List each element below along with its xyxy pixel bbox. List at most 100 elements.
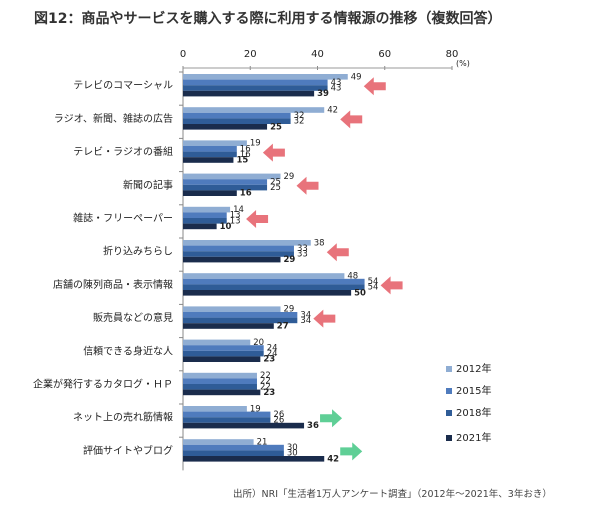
bar: [183, 372, 257, 379]
data-label: 30: [287, 449, 298, 459]
data-label: 50: [354, 288, 366, 298]
bar: [183, 118, 291, 124]
data-label: 19: [250, 139, 261, 149]
category-label: ネット上の売れ筋情報: [73, 411, 173, 424]
legend-label: 2021年: [456, 431, 491, 444]
bar: [183, 140, 247, 146]
legend-swatch: [446, 366, 452, 372]
data-label: 32: [294, 111, 305, 121]
decline-arrow: [340, 110, 363, 129]
x-tick-label: 80: [446, 49, 459, 60]
bar: [183, 107, 325, 113]
category-label: 販売員などの意見: [93, 311, 173, 324]
data-label: 14: [233, 205, 244, 215]
bar: [183, 223, 217, 230]
data-label: 16: [240, 144, 251, 154]
decline-arrow: [262, 143, 285, 162]
legend-label: 2018年: [456, 406, 491, 419]
data-label: 26: [273, 410, 284, 420]
data-label: 36: [307, 421, 319, 431]
category-label: 折り込みちらし: [103, 245, 173, 258]
axis-layer: 0 20 40 60 80(%): [179, 49, 470, 471]
x-tick-label: 60: [378, 49, 391, 60]
data-label: 33: [297, 250, 308, 260]
category-label: テレビ・ラジオの番組: [73, 145, 173, 158]
data-label: 25: [270, 178, 281, 188]
data-label: 34: [300, 316, 311, 326]
bar: [183, 240, 311, 246]
x-tick-label: 20: [244, 49, 257, 60]
data-label: 22: [260, 371, 271, 381]
data-label: 25: [270, 122, 282, 132]
increase-arrow: [340, 442, 363, 461]
data-label: 24: [267, 349, 278, 359]
data-label: 22: [260, 382, 271, 392]
source-note: 出所）NRI「生活者1万人アンケート調査」（2012年～2021年、3年おき）: [233, 489, 552, 500]
bar: [183, 112, 291, 119]
category-label: 新聞の記事: [123, 178, 173, 191]
increase-arrow: [320, 409, 343, 428]
bar: [183, 284, 365, 290]
data-label: 25: [270, 183, 281, 193]
bar: [183, 173, 281, 180]
bar: [183, 317, 298, 324]
data-label: 23: [263, 355, 275, 365]
bar: [183, 411, 271, 418]
category-label: 評価サイトやブログ: [83, 444, 173, 457]
trend-arrows-layer: [246, 77, 403, 461]
bar: [183, 450, 284, 456]
data-label: 42: [327, 106, 338, 116]
legend-swatch: [446, 435, 452, 441]
bar: [183, 350, 264, 357]
x-tick-label: 40: [311, 49, 324, 60]
bar: [183, 378, 257, 384]
bar: [183, 356, 261, 362]
legend-swatch: [446, 410, 452, 416]
bar: [183, 306, 281, 312]
category-label: 企業が発行するカタログ・ＨＰ: [33, 378, 173, 391]
data-label: 49: [351, 72, 362, 82]
bar: [183, 146, 237, 152]
data-label: 23: [263, 388, 275, 398]
bar: [183, 74, 348, 80]
bar: [183, 90, 315, 97]
bar: [183, 290, 352, 296]
data-label: 42: [327, 454, 339, 464]
bar: [183, 206, 231, 213]
data-label: 29: [284, 172, 295, 182]
bar: [183, 151, 237, 158]
bar: [183, 439, 254, 445]
decline-arrow: [380, 276, 403, 295]
data-label: 32: [294, 117, 305, 127]
bar: [183, 256, 281, 263]
bar: [183, 85, 328, 91]
decline-arrow: [246, 210, 269, 228]
data-label: 29: [284, 255, 296, 265]
bar: [183, 312, 298, 318]
bar: [183, 190, 237, 196]
bar: [183, 384, 257, 390]
bar: [183, 218, 227, 224]
decline-arrow: [326, 243, 349, 262]
data-label: 13: [230, 216, 241, 226]
data-label: 27: [277, 322, 289, 332]
bar: [183, 422, 305, 429]
data-label: 19: [250, 404, 261, 414]
legend-label: 2012年: [456, 362, 491, 375]
bar: [183, 406, 247, 412]
bar: [183, 184, 268, 191]
category-label: 雑誌・フリーペーパー: [73, 212, 173, 225]
data-label: 20: [253, 338, 264, 348]
data-label: 48: [347, 272, 358, 282]
bar: [183, 79, 328, 86]
data-label: 34: [300, 310, 311, 320]
data-label: 33: [297, 244, 308, 254]
bar: [183, 212, 227, 218]
data-label: 16: [240, 150, 251, 160]
data-label: 30: [287, 443, 298, 453]
data-label: 54: [368, 277, 379, 287]
data-label: 26: [273, 416, 284, 426]
chart-title: 図12：商品やサービスを購入する際に利用する情報源の推移（複数回答）: [34, 11, 502, 27]
legend: 2012年 2015年 2018年 2021年: [446, 362, 491, 444]
